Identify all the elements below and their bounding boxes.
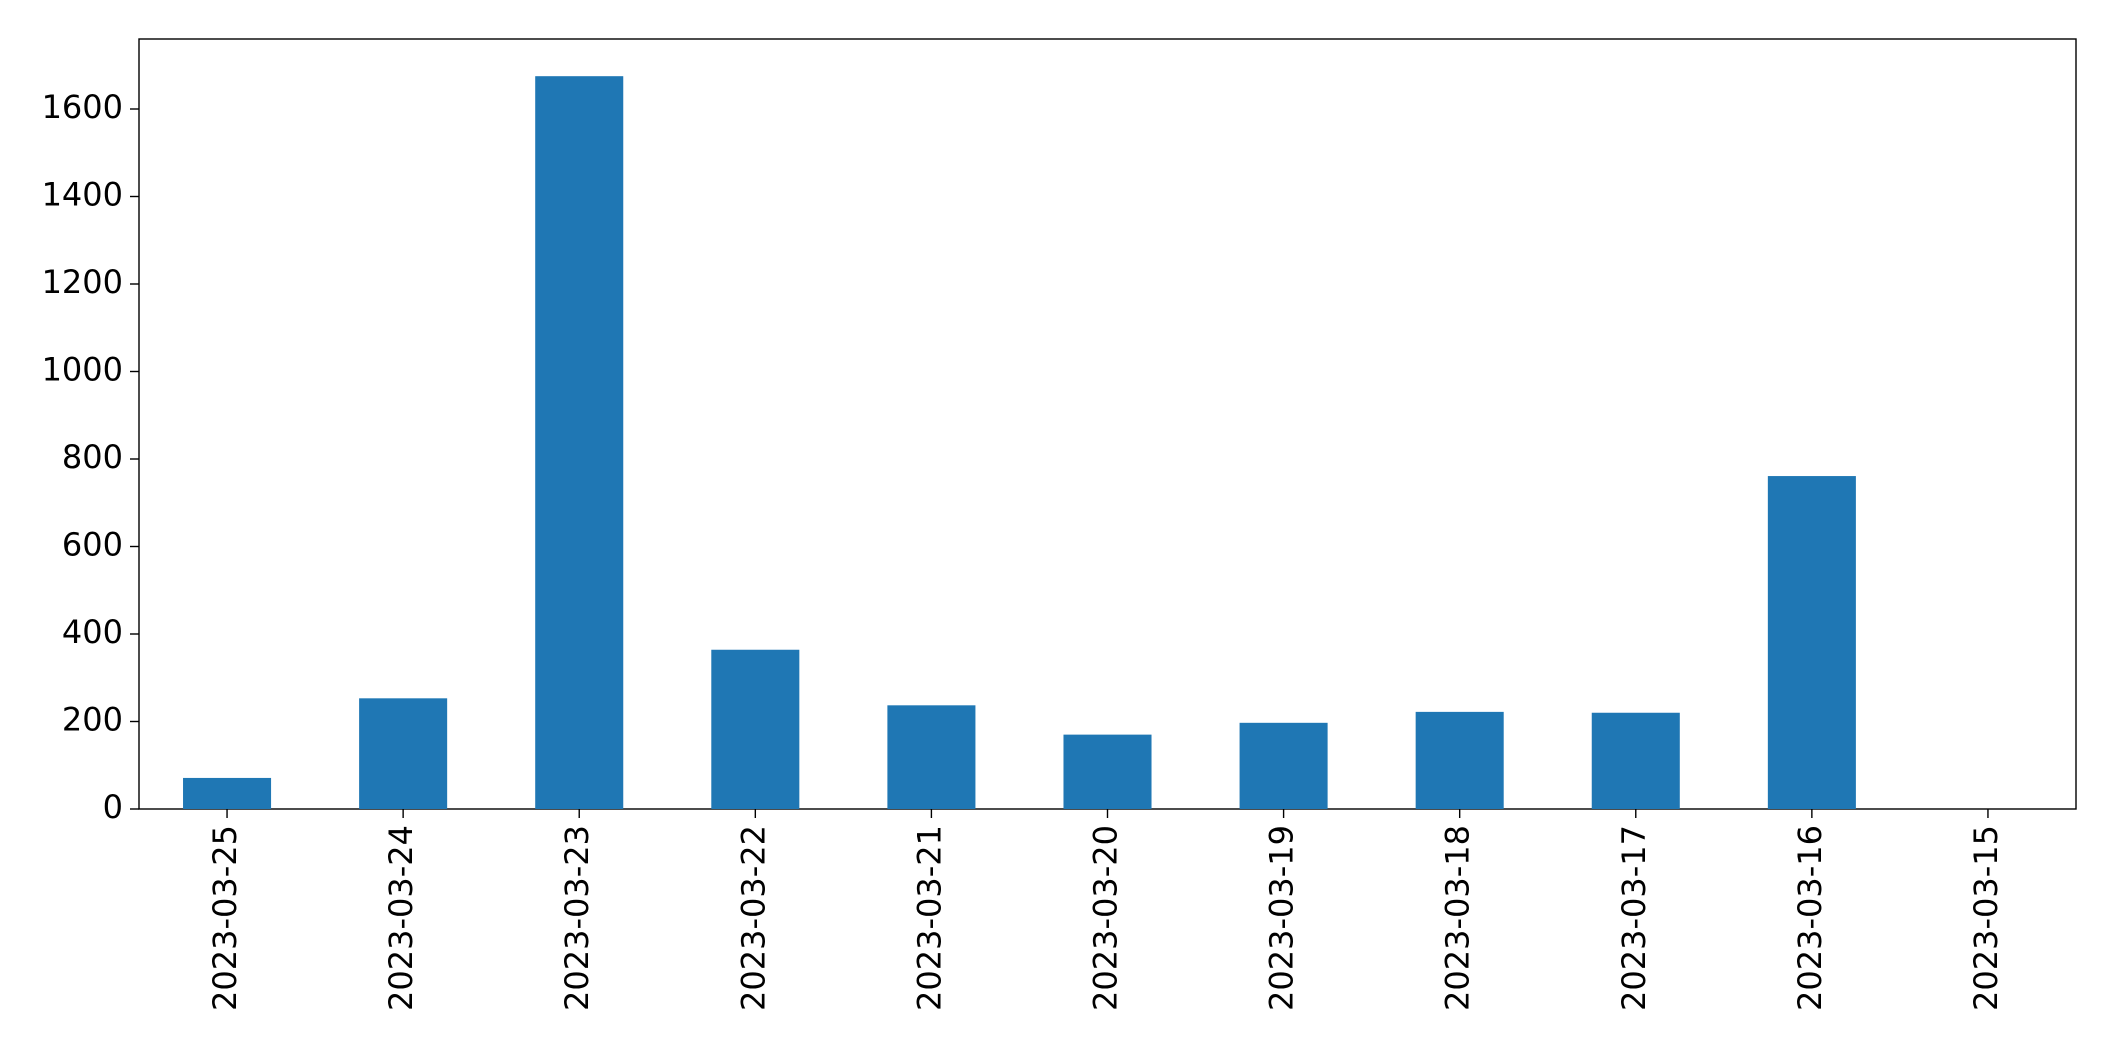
- x-tick-label: 2023-03-23: [558, 825, 596, 1011]
- bar: [535, 76, 624, 809]
- x-tick-label: 2023-03-16: [1791, 825, 1829, 1011]
- x-tick-label: 2023-03-20: [1087, 825, 1125, 1011]
- y-tick-label: 1000: [42, 351, 123, 389]
- bar: [1415, 711, 1504, 809]
- y-tick-label: 200: [62, 701, 123, 739]
- x-tick-label: 2023-03-15: [1967, 825, 2005, 1011]
- x-tick-label: 2023-03-19: [1263, 825, 1301, 1011]
- x-tick-label: 2023-03-21: [910, 825, 948, 1011]
- bar: [1063, 734, 1152, 809]
- y-tick-label: 400: [62, 613, 123, 651]
- bar: [359, 698, 448, 809]
- x-tick-label: 2023-03-25: [206, 825, 244, 1011]
- bar: [1591, 712, 1680, 809]
- y-tick-label: 1200: [42, 263, 123, 301]
- y-tick-label: 800: [62, 438, 123, 476]
- x-tick-label: 2023-03-18: [1439, 825, 1477, 1011]
- y-tick-label: 1400: [42, 176, 123, 214]
- x-tick-label: 2023-03-22: [734, 825, 772, 1011]
- bar: [1239, 722, 1328, 809]
- bar: [1767, 476, 1856, 809]
- y-tick-label: 0: [103, 788, 123, 826]
- bar: [711, 649, 800, 809]
- y-tick-label: 600: [62, 526, 123, 564]
- bar: [887, 705, 976, 809]
- x-tick-label: 2023-03-24: [382, 825, 420, 1011]
- bar: [183, 777, 272, 809]
- y-tick-label: 1600: [42, 88, 123, 126]
- x-tick-label: 2023-03-17: [1615, 825, 1653, 1011]
